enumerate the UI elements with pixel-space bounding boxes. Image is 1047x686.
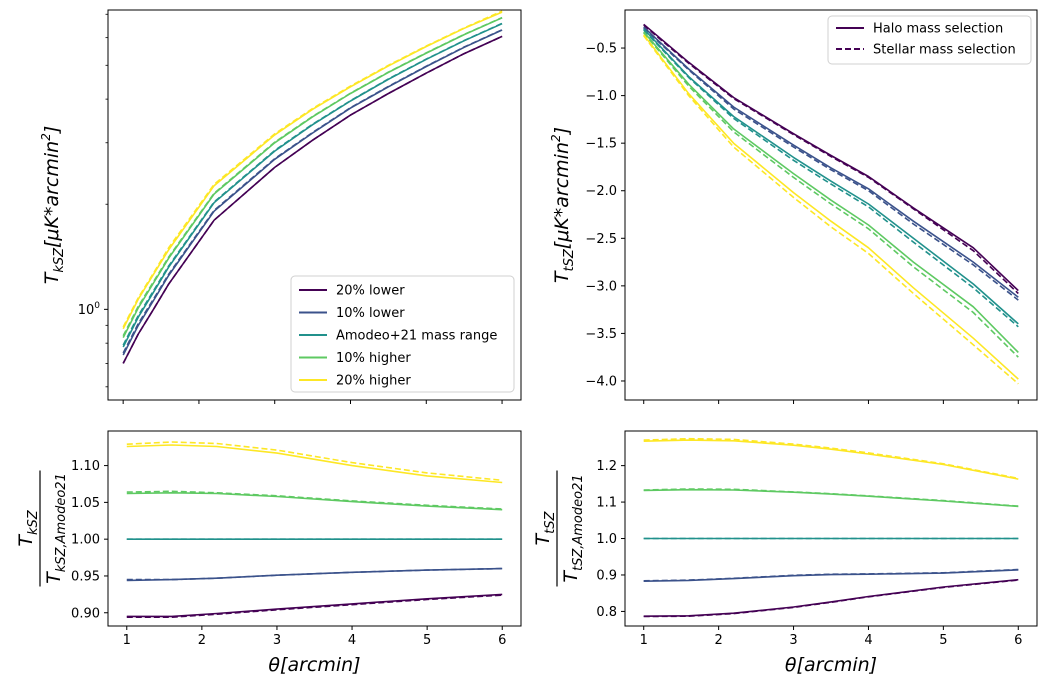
legend: 20% lower 10% lower Amodeo+21 mass range 10… (290, 275, 515, 393)
series-line-20-lower-stellar (126, 594, 503, 619)
series-line-20-lower-stellar (643, 579, 1019, 618)
y-axis-title-denominator: TtSZ,Amodeo21 (560, 474, 586, 582)
series-line-20-lower-stellar (643, 24, 1019, 295)
panel-top-left: 100 TkSZ[μK*arcmin2] 20% lower 10% lower Amo… (39, 9, 522, 404)
legend-label: 10% lower (336, 306, 405, 321)
y-tick-label: 0.95 (71, 569, 100, 584)
y-axis-title-numerator: TkSZ (15, 509, 41, 546)
series-line-amodeo-21-mass-range-halo (643, 28, 1019, 325)
series-line-amodeo-21-mass-range-stellar (643, 29, 1019, 328)
y-tick-label: −2.5 (585, 232, 617, 247)
series-line-20-higher-stellar (643, 35, 1019, 385)
x-axis-title: θ[arcmin] (785, 654, 877, 676)
series-line-amodeo-21-mass-range-stellar (122, 22, 503, 346)
x-tick-label: 1 (123, 633, 131, 648)
y-tick-label: 0.90 (71, 606, 100, 621)
y-tick-label: −2.0 (585, 184, 617, 199)
y-tick-label: 1.05 (71, 496, 100, 511)
plot-frame (624, 9, 1038, 401)
y-tick-label: −0.5 (585, 42, 617, 57)
x-tick-label: 5 (939, 633, 947, 648)
panel-bottom-left: 1 2 3 4 5 60.900.951.001.051.10TkSZTkSZ,Amode… (15, 430, 522, 676)
x-tick-label: 1 (640, 633, 648, 648)
series-line-10-higher-stellar (122, 16, 503, 337)
x-tick-label: 5 (423, 633, 431, 648)
series-line-10-higher-stellar (643, 32, 1019, 358)
y-axis-title-denominator: TkSZ,Amodeo21 (43, 473, 69, 584)
legend-label: Stellar mass selection (873, 43, 1016, 58)
y-axis-title: TkSZ[μK*arcmin2] (39, 126, 67, 285)
y-tick-label: 1.0 (596, 532, 617, 547)
series-line-10-lower-stellar (643, 27, 1019, 301)
x-axis-title: θ[arcmin] (268, 654, 360, 676)
legend-label: Halo mass selection (873, 22, 1003, 37)
y-tick-label: −3.5 (585, 327, 617, 342)
y-tick-label: 1.10 (71, 459, 100, 474)
x-tick-label: 3 (273, 633, 281, 648)
y-tick-label: −1.0 (585, 89, 617, 104)
legend-box (290, 275, 515, 393)
y-tick-label: 0.8 (596, 605, 617, 620)
y-axis-title-numerator: TtSZ (532, 510, 558, 545)
x-tick-label: 3 (789, 633, 797, 648)
y-tick-label: 1.2 (596, 459, 617, 474)
x-tick-label: 6 (1014, 633, 1022, 648)
series-line-20-lower-stellar (122, 35, 503, 364)
y-tick-label: 1.1 (596, 496, 617, 511)
plot-frame (107, 9, 522, 401)
y-tick-label: 0.9 (596, 568, 617, 583)
series-line-10-lower-halo (643, 569, 1019, 582)
series-line-10-higher-halo (126, 491, 503, 511)
x-tick-label: 4 (348, 633, 356, 648)
series-line-20-higher-stellar (643, 437, 1019, 480)
legend-label: Amodeo+21 mass range (336, 329, 497, 344)
series-line-20-higher-stellar (122, 10, 503, 328)
legend: Halo mass selection Stellar mass selectio… (827, 15, 1032, 65)
panel-top-right: −0.5 −1.0 −1.5 −2.0 −2.5 −3.0 −3.5 −4.0 TtSZ[μK*… (549, 9, 1038, 404)
series-line-20-higher-halo (126, 444, 503, 484)
plot-frame (107, 430, 522, 627)
series-line-10-higher-halo (643, 488, 1019, 508)
series-line-20-higher-halo (643, 34, 1019, 380)
y-axis-title: TtSZ[μK*arcmin2] (549, 127, 577, 283)
series-line-10-lower-stellar (122, 29, 503, 354)
x-tick-label: 2 (714, 633, 722, 648)
plot-frame (624, 430, 1038, 627)
x-tick-label: 4 (864, 633, 872, 648)
x-tick-label: 6 (498, 633, 506, 648)
series-line-20-higher-stellar (126, 441, 503, 482)
legend-box (827, 15, 1032, 65)
series-line-10-lower-stellar (126, 567, 503, 581)
y-tick-label: −3.0 (585, 279, 617, 294)
y-tick-label: −4.0 (585, 374, 617, 389)
y-tick-label: 1.00 (71, 533, 100, 548)
legend-label: 20% lower (336, 284, 405, 299)
series-line-10-higher-stellar (126, 490, 503, 510)
y-tick-label: −1.5 (585, 137, 617, 152)
series-line-10-higher-stellar (643, 488, 1019, 507)
legend-label: 20% higher (336, 374, 411, 389)
legend-label: 10% higher (336, 351, 411, 366)
x-tick-label: 2 (198, 633, 206, 648)
series-line-10-higher-halo (643, 31, 1019, 353)
series-line-10-lower-halo (643, 26, 1019, 298)
series-line-20-higher-halo (643, 439, 1019, 480)
y-tick-label: 100 (78, 301, 101, 318)
